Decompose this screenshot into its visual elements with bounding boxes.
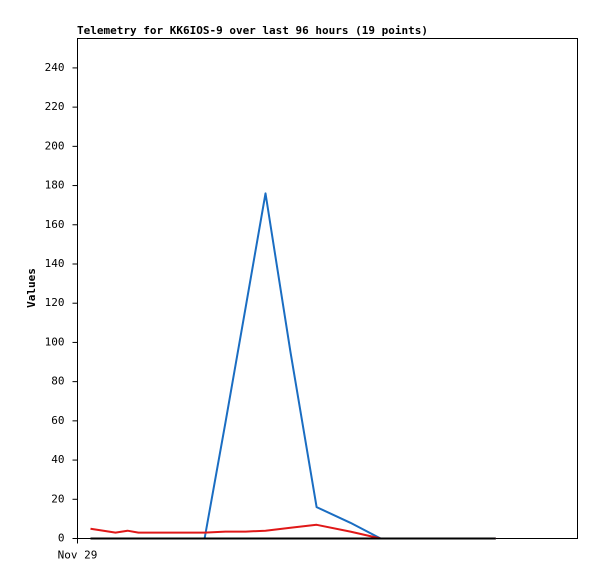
y-tick-label: 160 bbox=[45, 218, 65, 231]
y-tick-label: 180 bbox=[45, 179, 65, 192]
series-line bbox=[90, 523, 496, 540]
x-tick-label: Nov 29 bbox=[58, 549, 98, 562]
y-tick-label: 20 bbox=[51, 492, 64, 505]
y-tick-label: 80 bbox=[51, 375, 64, 388]
y-tick-label: 60 bbox=[51, 414, 64, 427]
chart-title: Telemetry for KK6IOS-9 over last 96 hour… bbox=[77, 24, 428, 37]
y-tick-label: 0 bbox=[58, 532, 65, 545]
series-line bbox=[90, 192, 496, 540]
y-tick-label: 120 bbox=[45, 296, 65, 309]
y-tick-label: 200 bbox=[45, 139, 65, 152]
y-tick-label: 140 bbox=[45, 257, 65, 270]
plot-frame bbox=[77, 38, 578, 539]
y-tick-label: 100 bbox=[45, 335, 65, 348]
y-tick-label: 220 bbox=[45, 100, 65, 113]
y-tick-label: 240 bbox=[45, 61, 65, 74]
y-axis-label: Values bbox=[25, 268, 38, 308]
y-tick-label: 40 bbox=[51, 453, 64, 466]
